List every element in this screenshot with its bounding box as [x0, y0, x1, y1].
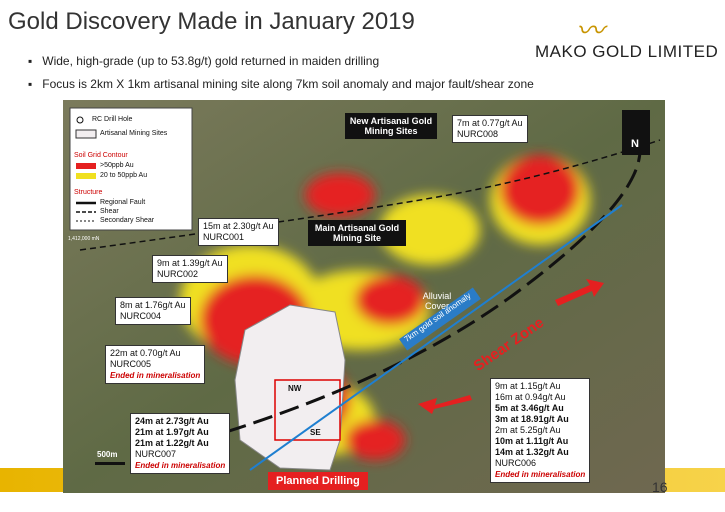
anomaly-label-bg — [399, 287, 481, 351]
legend-heading: Soil Grid Contour — [74, 152, 128, 159]
planned-label: Planned Drilling — [268, 472, 368, 490]
artisanal-site — [234, 304, 346, 471]
callout: 7m at 0.77g/t Au NURC008 — [452, 115, 528, 143]
callout-line: 24m at 2.73g/t Au — [135, 416, 209, 426]
callout-line: 15m at 2.30g/t Au — [203, 221, 274, 231]
page-number: 16 — [652, 479, 668, 495]
callout-line: 8m at 1.76g/t Au — [120, 300, 186, 310]
callout-line: 21m at 1.22g/t Au — [135, 438, 209, 448]
legend-label: >50ppb Au — [100, 162, 134, 169]
callout-note: Ended in mineralisation — [135, 461, 226, 470]
alluvial-label: Alluvial Cover — [422, 291, 452, 311]
callout-line: NURC004 — [120, 311, 162, 321]
shear — [79, 139, 661, 251]
callout-line: 16m at 0.94g/t Au — [495, 392, 566, 402]
legend-symbol — [76, 116, 84, 124]
callout-line: 14m at 1.32g/t Au — [495, 447, 569, 457]
site-label: New Artisanal Gold Mining Sites — [345, 113, 437, 139]
callout: 15m at 2.30g/t Au NURC001 — [198, 218, 279, 246]
bullet-text: Focus is 2km X 1km artisanal mining site… — [42, 77, 534, 91]
callout-line: 22m at 0.70g/t Au — [110, 348, 181, 358]
se-label: SE — [310, 428, 321, 437]
callout: 9m at 1.39g/t Au NURC002 — [152, 255, 228, 283]
legend-label: Artisanal Mining Sites — [100, 130, 168, 137]
nw-label: NW — [288, 384, 302, 393]
callout: 9m at 1.15g/t Au 16m at 0.94g/t Au 5m at 3… — [490, 378, 591, 483]
north-label: N — [631, 138, 639, 150]
legend-symbol — [75, 129, 97, 139]
legend-heading: Structure — [74, 189, 103, 196]
arrow — [418, 395, 472, 414]
title: Gold Discovery Made in January 2019 — [8, 8, 415, 35]
callout-note: Ended in mineralisation — [110, 371, 201, 380]
callout-line: NURC002 — [157, 269, 199, 279]
callout-line: NURC001 — [203, 232, 245, 242]
legend-label: 20 to 50ppb Au — [100, 172, 148, 179]
planned-box — [274, 379, 341, 441]
legend-label: RC Drill Hole — [92, 116, 133, 123]
callout-line: NURC006 — [495, 458, 537, 468]
logo-mark: 〰 — [576, 15, 608, 46]
anomaly-axis — [249, 204, 623, 471]
bullet: ▪ Focus is 2km X 1km artisanal mining si… — [28, 77, 534, 91]
callout-line: 9m at 1.39g/t Au — [157, 258, 223, 268]
site-label: Main Artisanal Gold Mining Site — [308, 220, 406, 246]
callout-line: 2m at 5.25g/t Au — [495, 425, 561, 435]
legend-label: Shear — [100, 208, 119, 215]
callout-line: 5m at 3.46g/t Au — [495, 403, 564, 413]
legend-label: Regional Fault — [100, 199, 146, 206]
callout: 24m at 2.73g/t Au 21m at 1.97g/t Au 21m at… — [130, 413, 231, 474]
scale-label: 500m — [97, 450, 118, 459]
callout-line: NURC005 — [110, 359, 152, 369]
callout-line: 9m at 1.15g/t Au — [495, 381, 561, 391]
callout-line: 7m at 0.77g/t Au — [457, 118, 523, 128]
legend-symbol — [76, 163, 96, 169]
callout: 22m at 0.70g/t Au NURC005 Ended in mineral… — [105, 345, 206, 384]
callout-line: NURC007 — [135, 449, 177, 459]
callout-line: 10m at 1.11g/t Au — [495, 436, 569, 446]
legend-label: Secondary Shear — [100, 217, 155, 224]
arrow — [555, 279, 604, 306]
bullet: ▪ Wide, high-grade (up to 53.8g/t) gold … — [28, 54, 380, 68]
bullet-text: Wide, high-grade (up to 53.8g/t) gold re… — [42, 54, 380, 68]
callout-line: 3m at 18.91g/t Au — [495, 414, 569, 424]
legend-symbol — [76, 173, 96, 179]
scale-bar — [95, 462, 125, 465]
north-box — [622, 110, 650, 155]
logo: MAKO GOLD LIMITED — [535, 42, 719, 61]
callout-line: NURC008 — [457, 129, 499, 139]
callout-note: Ended in mineralisation — [495, 470, 586, 479]
callout-line: 21m at 1.97g/t Au — [135, 427, 209, 437]
coord-label: 1,412,000 mN — [68, 236, 100, 242]
callout: 8m at 1.76g/t Au NURC004 — [115, 297, 191, 325]
